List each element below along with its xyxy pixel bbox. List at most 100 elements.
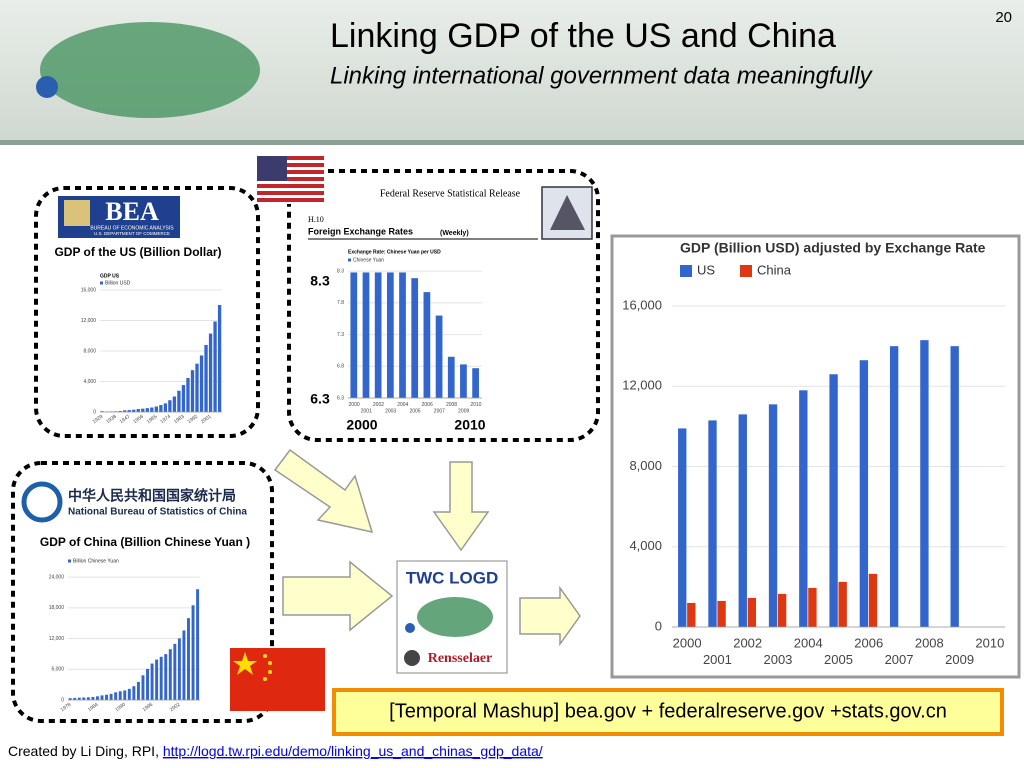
x-tick-label: 2000	[673, 635, 702, 650]
bar	[204, 344, 208, 412]
bar	[411, 278, 419, 398]
x-tick-label: 2005	[824, 652, 853, 667]
y-tick-label: 7.3	[337, 332, 344, 338]
header-rule	[0, 140, 1024, 145]
bar	[920, 340, 929, 627]
fed-frequency: (Weekly)	[440, 230, 469, 237]
x-tick-label: 2003	[385, 408, 396, 414]
us-panel-label: GDP of the US (Billion Dollar)	[54, 245, 221, 259]
bar	[708, 420, 717, 627]
chart-title: Exchange Rate: Chinese Yuan per USD	[348, 249, 441, 255]
bar	[91, 696, 95, 700]
bar	[150, 407, 154, 412]
x-tick-label: 2006	[422, 402, 433, 408]
page-number: 20	[995, 9, 1012, 26]
bar	[829, 374, 838, 627]
bar	[190, 370, 195, 412]
logd-dot	[405, 623, 415, 633]
logd-name: TWC LOGD	[406, 568, 499, 587]
legend-label: Billion USD	[105, 280, 131, 286]
legend-label: Billion Chinese Yuan	[73, 558, 119, 564]
globe-dot	[36, 76, 58, 98]
legend-swatch	[100, 281, 103, 285]
bar	[217, 305, 222, 412]
bar	[838, 581, 847, 627]
bar	[154, 406, 158, 412]
annotation: 2000	[346, 417, 377, 433]
bar	[386, 272, 394, 398]
x-tick-label: 2003	[763, 652, 792, 667]
bar	[181, 385, 186, 412]
bar	[172, 396, 177, 412]
legend-label: China	[757, 262, 792, 277]
bar	[168, 400, 172, 412]
bar	[182, 630, 186, 700]
bar	[173, 643, 177, 700]
x-tick-label: 1996	[142, 702, 155, 713]
y-tick-label: 0	[61, 697, 64, 703]
bar	[146, 668, 149, 700]
arrow-china	[282, 560, 394, 632]
bar	[768, 404, 778, 627]
bar	[472, 368, 479, 398]
rpi-seal	[404, 650, 420, 666]
bar	[159, 656, 163, 700]
nbs-emblem	[21, 481, 63, 523]
y-tick-label: 12,000	[49, 636, 65, 642]
x-tick-label: 1974	[159, 414, 172, 425]
x-tick-label: 2005	[409, 408, 420, 414]
bar	[435, 315, 443, 398]
legend-label: Chinese Yuan	[353, 257, 384, 263]
bar	[127, 410, 131, 412]
bar	[168, 649, 172, 700]
bar	[155, 659, 159, 700]
footer-link[interactable]: http://logd.tw.rpi.edu/demo/linking_us_a…	[163, 743, 543, 759]
annotation: 2010	[454, 417, 485, 433]
bar	[199, 355, 204, 412]
bar	[350, 272, 358, 398]
slide-subtitle: Linking international government data me…	[330, 62, 874, 89]
y-tick-label: 12,000	[622, 378, 662, 393]
bar	[738, 414, 747, 627]
bar	[114, 692, 118, 700]
bar	[423, 292, 431, 398]
fed-code: H.10	[308, 215, 324, 224]
bar	[136, 681, 140, 700]
bar	[777, 593, 787, 627]
arrow-out	[519, 585, 581, 647]
bea-emblem	[64, 200, 90, 226]
x-tick-label: 2008	[446, 402, 457, 408]
arrow-fed	[432, 461, 490, 552]
bar	[123, 690, 127, 700]
y-tick-label: 4,000	[629, 538, 662, 553]
x-tick-label: 2002	[169, 702, 182, 713]
x-tick-label: 2004	[397, 402, 408, 408]
bar	[177, 390, 181, 412]
bar	[196, 589, 200, 700]
x-tick-label: 2007	[885, 652, 914, 667]
bar	[374, 272, 382, 398]
footer: Created by Li Ding, RPI, http://logd.tw.…	[8, 743, 543, 759]
bar	[95, 696, 99, 700]
bar	[86, 697, 90, 700]
x-tick-label: 2010	[470, 402, 481, 408]
x-tick-label: 1956	[132, 414, 145, 425]
x-tick-label: 1984	[87, 702, 100, 713]
bar	[460, 364, 467, 398]
fed-eagle	[550, 195, 585, 230]
bar	[105, 694, 109, 700]
x-tick-label: 2001	[703, 652, 732, 667]
bar	[399, 272, 406, 398]
fed-heading: Federal Reserve Statistical Release	[380, 188, 521, 199]
bar	[141, 675, 145, 700]
china-panel-label: GDP of China (Billion Chinese Yuan )	[40, 535, 250, 549]
y-tick-label: 6,000	[51, 667, 64, 673]
chart-title: GDP US	[100, 273, 120, 279]
logd-university: Rensselaer	[428, 651, 493, 666]
y-tick-label: 0	[655, 618, 662, 633]
y-tick-label: 6.3	[337, 395, 344, 401]
x-tick-label: 1983	[173, 414, 186, 425]
y-tick-label: 8,000	[629, 458, 662, 473]
x-tick-label: 2008	[915, 635, 944, 650]
annotation: 8.3	[310, 273, 330, 289]
